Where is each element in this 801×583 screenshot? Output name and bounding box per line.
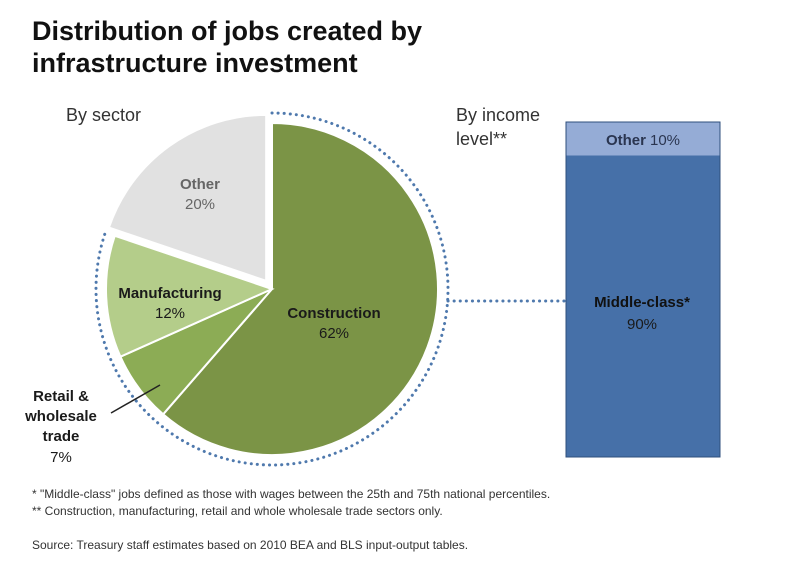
label-manufacturing-name: Manufacturing xyxy=(118,285,221,302)
stacked-bar xyxy=(565,121,721,458)
bar-outline xyxy=(565,121,721,458)
pie-slice-construction xyxy=(161,121,439,456)
label-other-pct: 20% xyxy=(185,196,215,213)
chart-title-line-1: Distribution of jobs created by xyxy=(32,16,422,46)
bar-segment-other xyxy=(566,122,720,156)
retail-leader-line xyxy=(110,384,161,414)
bar-segment-middle-class xyxy=(566,155,720,457)
label-construction-name: Construction xyxy=(287,305,380,322)
pie-subtitle: By sector xyxy=(66,105,141,125)
source-note: Source: Treasury staff estimates based o… xyxy=(32,538,468,552)
label-manufacturing-pct: 12% xyxy=(155,305,185,322)
bar-other-name: Other xyxy=(606,132,646,149)
pie xyxy=(105,113,439,456)
bar-subtitle-line-1: By income xyxy=(456,105,540,125)
pie-slice-other xyxy=(107,113,268,283)
bar-middle-class-name: Middle-class* xyxy=(594,294,690,311)
label-retail-line-3: trade xyxy=(43,428,80,445)
bar-subtitle-line-2: level** xyxy=(456,129,507,149)
label-construction-pct: 62% xyxy=(319,325,349,342)
label-retail-line-2: wholesale xyxy=(24,408,97,425)
dotted-arc-connector xyxy=(94,111,450,467)
chart-title-line-2: infrastructure investment xyxy=(32,48,358,78)
footnote-2: ** Construction, manufacturing, retail a… xyxy=(32,504,443,518)
label-other-name: Other xyxy=(180,176,220,193)
bar-middle-class-pct: 90% xyxy=(627,316,657,333)
footnote-1: * "Middle-class" jobs defined as those w… xyxy=(32,487,550,501)
label-retail-line-1: Retail & xyxy=(33,388,89,405)
bar-other-pct: 10% xyxy=(650,132,680,149)
pie-slice-manufacturing xyxy=(105,234,275,358)
label-retail-pct: 7% xyxy=(50,449,72,466)
bar-other-label: Other 10% xyxy=(606,132,680,149)
